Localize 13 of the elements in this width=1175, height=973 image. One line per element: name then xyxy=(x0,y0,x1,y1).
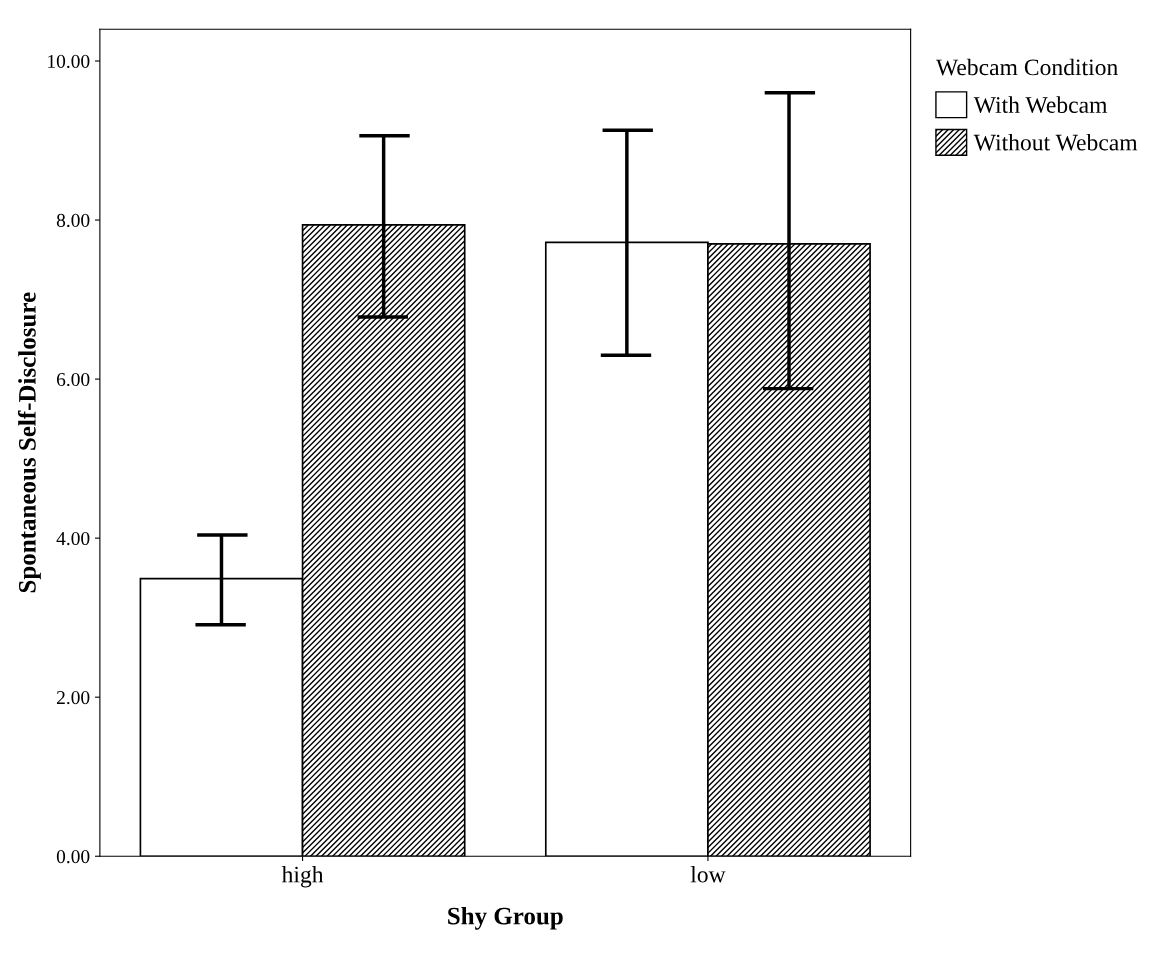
y-tick-label: 10.00 xyxy=(48,54,90,69)
y-tick-label: 0.00 xyxy=(56,850,90,864)
x-axis-title: Shy Group xyxy=(448,906,563,930)
x-tick-label: low xyxy=(690,865,726,883)
y-tick-label: 6.00 xyxy=(56,372,90,387)
y-tick-label: 2.00 xyxy=(56,691,90,705)
y-tick-label: 8.00 xyxy=(56,213,90,228)
legend-label: Without Webcam xyxy=(973,133,1138,151)
y-axis-title: Spontaneous Self-Disclosure xyxy=(17,292,41,593)
y-tick-label: 4.00 xyxy=(56,531,90,546)
legend-label: With Webcam xyxy=(973,96,1108,114)
legend-title: Webcam Condition xyxy=(935,58,1118,76)
x-tick-label: high xyxy=(281,865,324,888)
